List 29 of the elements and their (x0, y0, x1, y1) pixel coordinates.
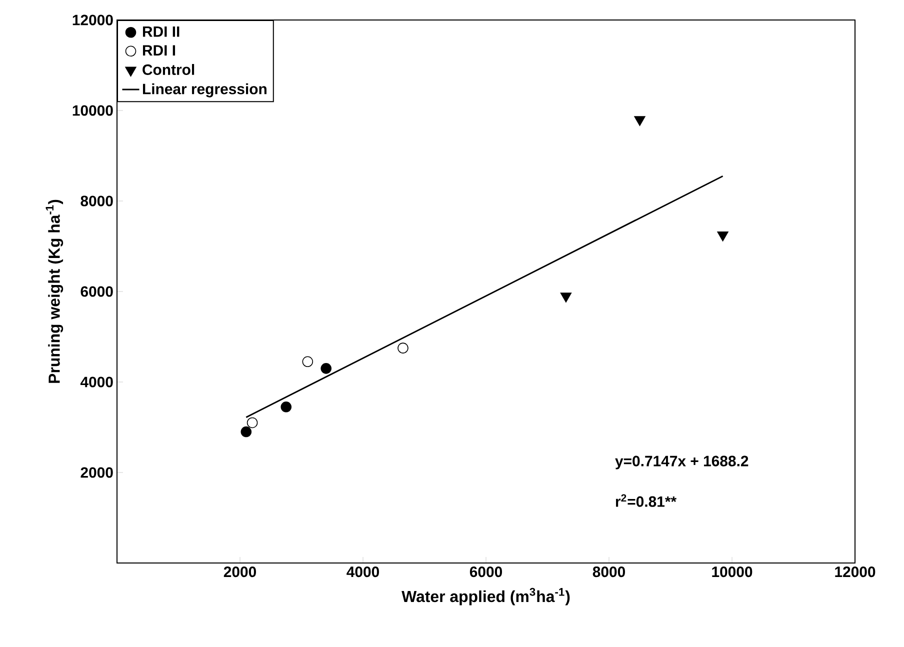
x-tick-label: 10000 (712, 566, 752, 578)
legend-label: RDI II (142, 26, 180, 37)
x-tick-label: 2000 (224, 566, 256, 578)
x-tick-label: 6000 (470, 566, 502, 578)
point (302, 356, 314, 368)
annotation: r$^{2}$=0.81** (616, 494, 677, 507)
x-tick-label: 4000 (346, 566, 379, 578)
point (246, 417, 258, 428)
y-tick-label: 10000 (72, 105, 113, 116)
point (280, 401, 292, 412)
point (634, 116, 646, 126)
y-axis-title: Pruning weight (Kg ha$^{-1}$) (46, 200, 64, 383)
y-tick-label: 12000 (72, 14, 113, 26)
point (240, 426, 252, 438)
annotation: y=0.7147x + 1688.2 (615, 456, 748, 470)
point (398, 342, 408, 354)
x-tick-label: 8000 (592, 566, 625, 578)
point (717, 232, 728, 242)
x-tick-label: 12000 (835, 566, 876, 578)
y-tick-label: 6000 (80, 286, 113, 297)
y-tick-label: 8000 (80, 196, 113, 206)
point (320, 363, 332, 374)
legend-label: Linear regression (142, 83, 266, 98)
y-tick-label: 2000 (80, 467, 113, 478)
point (560, 292, 572, 302)
legend-label: Control (142, 64, 194, 75)
y-tick-label: 4000 (80, 376, 113, 388)
legend-label: RDI I (142, 45, 176, 56)
x-axis-title: Water applied (m$^{3}$ha$^{-1}$) (402, 588, 570, 606)
